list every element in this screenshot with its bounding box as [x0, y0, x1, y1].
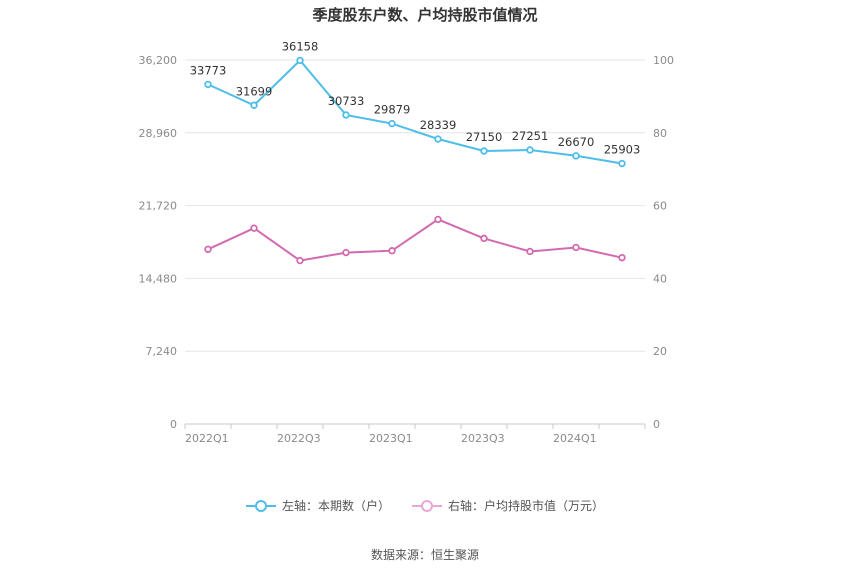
y-left-tick-label: 36,200 [139, 54, 178, 67]
data-point [388, 119, 396, 128]
data-label: 33773 [190, 63, 227, 77]
data-point [618, 253, 626, 262]
y-right-tick-label: 0 [653, 418, 660, 431]
grid-lines [185, 59, 645, 352]
chart-title: 季度股东户数、户均持股市值情况 [312, 6, 538, 24]
data-label: 26670 [558, 135, 595, 149]
y-left-tick-label: 0 [170, 418, 177, 431]
y-right-tick-label: 100 [653, 54, 674, 67]
data-label: 31699 [236, 84, 273, 98]
y-left-tick-label: 14,480 [139, 272, 178, 285]
data-label: 28339 [420, 118, 457, 132]
data-point [342, 248, 350, 257]
x-tick-label: 2023Q1 [369, 432, 413, 445]
data-point [342, 111, 350, 119]
legend-item-avg-value[interactable]: 右轴：户均持股市值（万元） [412, 497, 604, 514]
legend-line-marker-icon [412, 499, 442, 512]
data-point [572, 243, 580, 252]
y-left-tick-label: 28,960 [139, 127, 178, 140]
series-line-0 [207, 58, 623, 165]
data-label: 29879 [374, 103, 411, 117]
x-tick-label: 2022Q3 [277, 432, 321, 445]
data-label: 27251 [512, 129, 549, 143]
x-tick-label: 2023Q3 [461, 432, 505, 445]
data-point [572, 152, 580, 160]
data-labels: 33773 31699 36158 30733 29879 28339 27150 27251… [190, 39, 641, 156]
data-point [526, 146, 534, 154]
data-point [618, 159, 626, 168]
data-point [388, 247, 396, 255]
source-note: 数据来源：恒生聚源 [370, 548, 479, 562]
data-point [434, 135, 442, 143]
y-right-tick-label: 40 [653, 272, 667, 285]
y-right-tick-label: 80 [653, 127, 667, 140]
data-label: 25903 [604, 143, 641, 157]
data-point [204, 80, 212, 89]
data-point [250, 224, 258, 232]
y-left-tick-label: 7,240 [146, 345, 178, 358]
data-point [526, 247, 534, 256]
legend-line-marker-icon [245, 499, 276, 512]
legend: 左轴：本期数（户） 右轴：户均持股市值（万元） [0, 497, 850, 514]
data-point [250, 101, 258, 109]
data-point [296, 56, 304, 65]
data-label: 36158 [282, 39, 319, 53]
data-point [296, 256, 304, 265]
data-label: 30733 [328, 94, 365, 108]
data-label: 27150 [466, 130, 503, 144]
y-right-tick-label: 60 [653, 200, 667, 213]
legend-label-avg-value: 右轴：户均持股市值（万元） [448, 499, 605, 513]
data-point [204, 245, 212, 253]
y-left-tick-label: 21,720 [139, 200, 178, 213]
y-right-tick-label: 20 [653, 345, 667, 358]
series-lines [204, 56, 626, 265]
legend-item-households[interactable]: 左轴：本期数（户） [245, 497, 390, 514]
data-point [480, 234, 488, 243]
data-point [434, 215, 442, 224]
x-tick-label: 2024Q1 [553, 432, 597, 445]
x-tick-label: 2022Q1 [185, 432, 229, 445]
data-point [480, 147, 488, 155]
axes: 0 7,240 14,480 21,720 28,960 36,200 0 20 40 60 80 1… [139, 54, 675, 445]
series-line-1 [207, 218, 623, 262]
legend-label-households: 左轴：本期数（户） [281, 499, 390, 513]
